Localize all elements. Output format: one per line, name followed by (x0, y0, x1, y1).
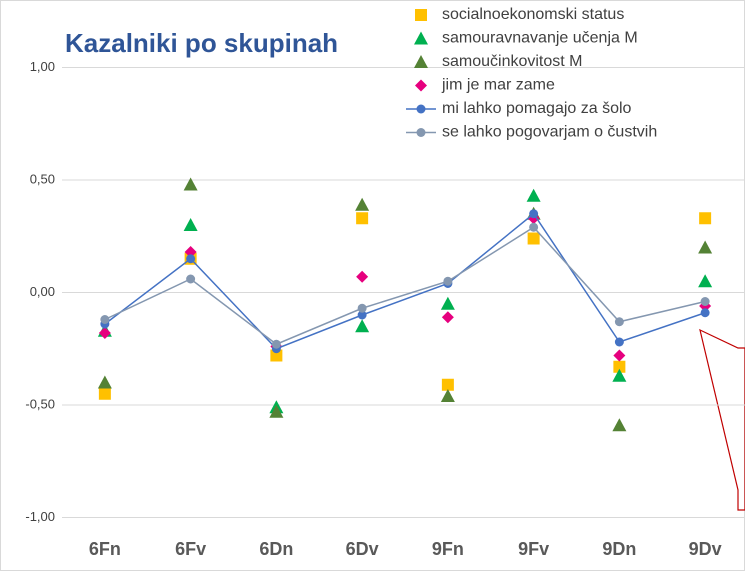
x-tick-label: 9Dn (602, 539, 636, 559)
marker (614, 337, 624, 347)
marker (414, 31, 428, 45)
marker (613, 360, 626, 373)
y-tick-label: 0,50 (30, 171, 55, 186)
marker (698, 240, 713, 254)
x-tick-label: 6Fn (89, 539, 121, 559)
legend-label: mi lahko pomagajo za šolo (442, 100, 632, 117)
marker (529, 222, 539, 232)
marker (416, 128, 426, 137)
marker (441, 378, 454, 391)
x-tick-label: 9Dv (689, 539, 722, 559)
x-tick-label: 9Fn (432, 539, 464, 559)
x-tick-label: 6Dv (346, 539, 379, 559)
series-line (104, 226, 706, 346)
marker (183, 177, 198, 191)
legend-label: samoučinkovitost M (442, 53, 583, 70)
y-tick-label: 0,00 (30, 284, 55, 299)
marker (529, 209, 539, 219)
marker (698, 274, 713, 288)
marker (441, 311, 454, 324)
marker (357, 303, 367, 313)
marker (100, 315, 110, 324)
marker (97, 375, 112, 389)
legend-label: se lahko pogovarjam o čustvih (442, 124, 657, 141)
marker (416, 104, 426, 114)
x-tick-label: 6Fv (175, 539, 206, 559)
y-tick-label: 1,00 (30, 59, 55, 74)
marker (356, 270, 369, 283)
marker (526, 188, 541, 202)
marker (700, 308, 710, 318)
marker (357, 310, 367, 320)
marker (700, 297, 710, 306)
marker (270, 349, 283, 362)
marker (186, 274, 196, 284)
legend-label: jim je mar zame (441, 77, 555, 94)
marker (184, 246, 197, 258)
y-tick-label: -1,00 (25, 509, 55, 524)
marker (443, 276, 453, 286)
marker (612, 368, 627, 382)
marker (612, 418, 627, 432)
marker (355, 197, 370, 211)
marker (356, 212, 369, 225)
marker (98, 327, 111, 339)
marker (440, 389, 455, 402)
marker (415, 79, 427, 92)
y-tick-label: -0,50 (25, 396, 55, 411)
chart-title: Kazalniki po skupinah (65, 28, 338, 58)
legend-label: samouravnavanje učenja M (442, 30, 638, 47)
x-tick-label: 6Dn (259, 539, 293, 559)
marker (269, 404, 284, 418)
marker (613, 349, 626, 362)
marker (440, 296, 455, 310)
marker (699, 212, 712, 225)
marker (186, 254, 196, 264)
marker (614, 317, 624, 327)
marker (98, 387, 111, 400)
series-line (104, 212, 706, 350)
marker (414, 55, 428, 68)
legend-label: socialnoekonomski status (442, 6, 624, 23)
marker (183, 218, 198, 231)
marker (527, 232, 540, 245)
marker (355, 319, 370, 333)
callout (699, 328, 745, 511)
x-tick-label: 9Fv (518, 539, 549, 559)
marker (415, 9, 427, 21)
marker (271, 339, 281, 349)
